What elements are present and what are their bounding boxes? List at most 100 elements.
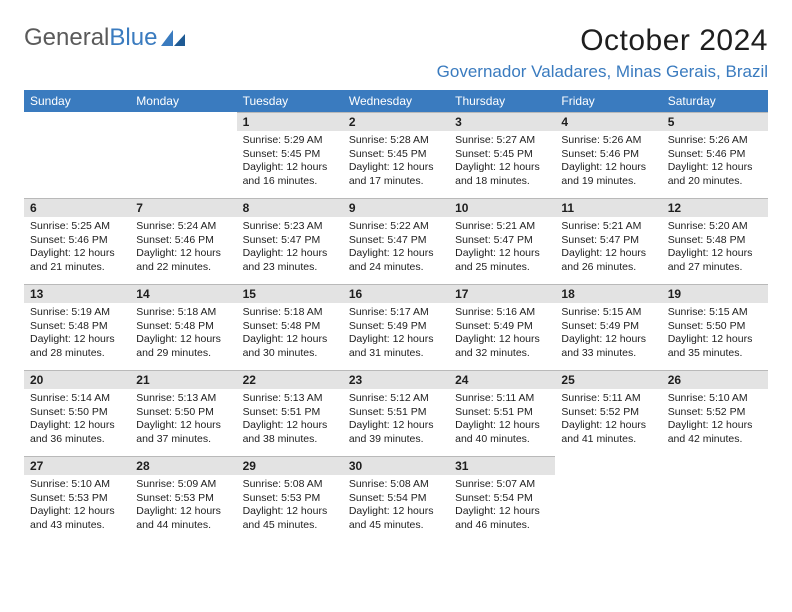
- day-details: Sunrise: 5:23 AMSunset: 5:47 PMDaylight:…: [237, 217, 343, 277]
- day-number: 5: [662, 112, 768, 131]
- day-number: 24: [449, 370, 555, 389]
- calendar-row: 13Sunrise: 5:19 AMSunset: 5:48 PMDayligh…: [24, 284, 768, 370]
- day-details: Sunrise: 5:18 AMSunset: 5:48 PMDaylight:…: [130, 303, 236, 363]
- calendar-cell: 27Sunrise: 5:10 AMSunset: 5:53 PMDayligh…: [24, 456, 130, 542]
- day-details: Sunrise: 5:07 AMSunset: 5:54 PMDaylight:…: [449, 475, 555, 535]
- day-details: Sunrise: 5:08 AMSunset: 5:54 PMDaylight:…: [343, 475, 449, 535]
- calendar-cell: 7Sunrise: 5:24 AMSunset: 5:46 PMDaylight…: [130, 198, 236, 284]
- col-friday: Friday: [555, 90, 661, 112]
- day-details: Sunrise: 5:15 AMSunset: 5:50 PMDaylight:…: [662, 303, 768, 363]
- col-sunday: Sunday: [24, 90, 130, 112]
- brand-name-part1: General: [24, 24, 109, 51]
- calendar-cell: 5Sunrise: 5:26 AMSunset: 5:46 PMDaylight…: [662, 112, 768, 198]
- day-details: Sunrise: 5:11 AMSunset: 5:52 PMDaylight:…: [555, 389, 661, 449]
- sail-icon: [159, 28, 187, 48]
- day-number: 31: [449, 456, 555, 475]
- calendar-cell: 1Sunrise: 5:29 AMSunset: 5:45 PMDaylight…: [237, 112, 343, 198]
- title-block: October 2024 Governador Valadares, Minas…: [437, 24, 768, 82]
- day-number: 7: [130, 198, 236, 217]
- day-details: Sunrise: 5:09 AMSunset: 5:53 PMDaylight:…: [130, 475, 236, 535]
- calendar-cell: 25Sunrise: 5:11 AMSunset: 5:52 PMDayligh…: [555, 370, 661, 456]
- day-number: 10: [449, 198, 555, 217]
- day-number: 15: [237, 284, 343, 303]
- calendar-cell: 20Sunrise: 5:14 AMSunset: 5:50 PMDayligh…: [24, 370, 130, 456]
- day-details: Sunrise: 5:12 AMSunset: 5:51 PMDaylight:…: [343, 389, 449, 449]
- day-number: 13: [24, 284, 130, 303]
- calendar-cell: 12Sunrise: 5:20 AMSunset: 5:48 PMDayligh…: [662, 198, 768, 284]
- day-number: 20: [24, 370, 130, 389]
- location-subtitle: Governador Valadares, Minas Gerais, Braz…: [437, 62, 768, 82]
- calendar-cell: 16Sunrise: 5:17 AMSunset: 5:49 PMDayligh…: [343, 284, 449, 370]
- calendar-cell: 8Sunrise: 5:23 AMSunset: 5:47 PMDaylight…: [237, 198, 343, 284]
- day-details: Sunrise: 5:11 AMSunset: 5:51 PMDaylight:…: [449, 389, 555, 449]
- brand-logo: GeneralBlue: [24, 24, 187, 52]
- day-number: 1: [237, 112, 343, 131]
- calendar-table: Sunday Monday Tuesday Wednesday Thursday…: [24, 90, 768, 542]
- calendar-cell: [24, 112, 130, 198]
- col-wednesday: Wednesday: [343, 90, 449, 112]
- calendar-cell: 14Sunrise: 5:18 AMSunset: 5:48 PMDayligh…: [130, 284, 236, 370]
- calendar-cell: 22Sunrise: 5:13 AMSunset: 5:51 PMDayligh…: [237, 370, 343, 456]
- header: GeneralBlue October 2024 Governador Vala…: [24, 24, 768, 82]
- day-details: Sunrise: 5:29 AMSunset: 5:45 PMDaylight:…: [237, 131, 343, 191]
- day-details: Sunrise: 5:24 AMSunset: 5:46 PMDaylight:…: [130, 217, 236, 277]
- day-details: Sunrise: 5:22 AMSunset: 5:47 PMDaylight:…: [343, 217, 449, 277]
- calendar-row: 6Sunrise: 5:25 AMSunset: 5:46 PMDaylight…: [24, 198, 768, 284]
- brand-name-part2: Blue: [109, 24, 157, 51]
- day-details: Sunrise: 5:18 AMSunset: 5:48 PMDaylight:…: [237, 303, 343, 363]
- day-number: 16: [343, 284, 449, 303]
- day-number: 14: [130, 284, 236, 303]
- day-number: 4: [555, 112, 661, 131]
- calendar-cell: 26Sunrise: 5:10 AMSunset: 5:52 PMDayligh…: [662, 370, 768, 456]
- day-number: 9: [343, 198, 449, 217]
- day-number: 27: [24, 456, 130, 475]
- brand-name: GeneralBlue: [24, 24, 157, 52]
- day-number: 8: [237, 198, 343, 217]
- calendar-cell: [130, 112, 236, 198]
- col-saturday: Saturday: [662, 90, 768, 112]
- day-number: 25: [555, 370, 661, 389]
- calendar-cell: 19Sunrise: 5:15 AMSunset: 5:50 PMDayligh…: [662, 284, 768, 370]
- calendar-cell: 30Sunrise: 5:08 AMSunset: 5:54 PMDayligh…: [343, 456, 449, 542]
- calendar-cell: 4Sunrise: 5:26 AMSunset: 5:46 PMDaylight…: [555, 112, 661, 198]
- calendar-cell: 6Sunrise: 5:25 AMSunset: 5:46 PMDaylight…: [24, 198, 130, 284]
- day-number: 22: [237, 370, 343, 389]
- day-number: 21: [130, 370, 236, 389]
- day-number: 23: [343, 370, 449, 389]
- day-details: Sunrise: 5:21 AMSunset: 5:47 PMDaylight:…: [449, 217, 555, 277]
- calendar-cell: 28Sunrise: 5:09 AMSunset: 5:53 PMDayligh…: [130, 456, 236, 542]
- day-number: 18: [555, 284, 661, 303]
- day-details: Sunrise: 5:19 AMSunset: 5:48 PMDaylight:…: [24, 303, 130, 363]
- day-details: Sunrise: 5:14 AMSunset: 5:50 PMDaylight:…: [24, 389, 130, 449]
- calendar-cell: 2Sunrise: 5:28 AMSunset: 5:45 PMDaylight…: [343, 112, 449, 198]
- day-details: Sunrise: 5:08 AMSunset: 5:53 PMDaylight:…: [237, 475, 343, 535]
- calendar-cell: 10Sunrise: 5:21 AMSunset: 5:47 PMDayligh…: [449, 198, 555, 284]
- day-number: 6: [24, 198, 130, 217]
- calendar-cell: 3Sunrise: 5:27 AMSunset: 5:45 PMDaylight…: [449, 112, 555, 198]
- day-number: 17: [449, 284, 555, 303]
- calendar-cell: [662, 456, 768, 542]
- calendar-cell: 18Sunrise: 5:15 AMSunset: 5:49 PMDayligh…: [555, 284, 661, 370]
- col-thursday: Thursday: [449, 90, 555, 112]
- col-tuesday: Tuesday: [237, 90, 343, 112]
- col-monday: Monday: [130, 90, 236, 112]
- day-details: Sunrise: 5:26 AMSunset: 5:46 PMDaylight:…: [555, 131, 661, 191]
- day-details: Sunrise: 5:16 AMSunset: 5:49 PMDaylight:…: [449, 303, 555, 363]
- weekday-header-row: Sunday Monday Tuesday Wednesday Thursday…: [24, 90, 768, 112]
- day-details: Sunrise: 5:13 AMSunset: 5:50 PMDaylight:…: [130, 389, 236, 449]
- day-details: Sunrise: 5:15 AMSunset: 5:49 PMDaylight:…: [555, 303, 661, 363]
- calendar-cell: 23Sunrise: 5:12 AMSunset: 5:51 PMDayligh…: [343, 370, 449, 456]
- calendar-row: 20Sunrise: 5:14 AMSunset: 5:50 PMDayligh…: [24, 370, 768, 456]
- month-title: October 2024: [437, 24, 768, 58]
- day-number: 11: [555, 198, 661, 217]
- calendar-cell: 9Sunrise: 5:22 AMSunset: 5:47 PMDaylight…: [343, 198, 449, 284]
- day-number: 12: [662, 198, 768, 217]
- day-number: 29: [237, 456, 343, 475]
- day-details: Sunrise: 5:25 AMSunset: 5:46 PMDaylight:…: [24, 217, 130, 277]
- day-details: Sunrise: 5:10 AMSunset: 5:53 PMDaylight:…: [24, 475, 130, 535]
- day-details: Sunrise: 5:26 AMSunset: 5:46 PMDaylight:…: [662, 131, 768, 191]
- calendar-cell: 17Sunrise: 5:16 AMSunset: 5:49 PMDayligh…: [449, 284, 555, 370]
- day-details: Sunrise: 5:10 AMSunset: 5:52 PMDaylight:…: [662, 389, 768, 449]
- day-number: 30: [343, 456, 449, 475]
- day-details: Sunrise: 5:27 AMSunset: 5:45 PMDaylight:…: [449, 131, 555, 191]
